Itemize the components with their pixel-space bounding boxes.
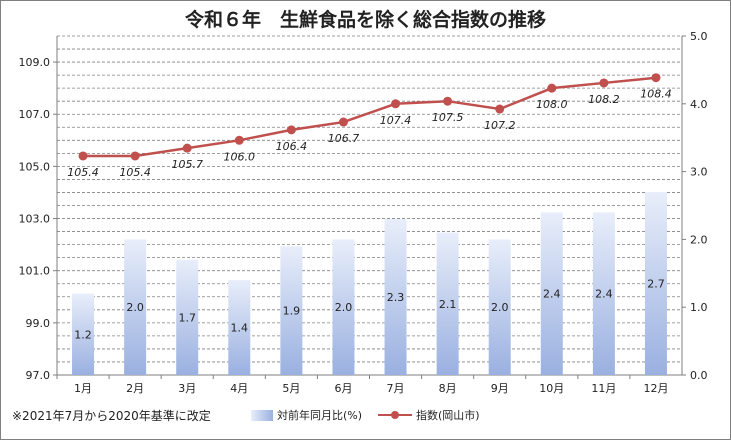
bar-data-label: 1.7 <box>178 311 196 324</box>
legend-line-label: 指数(岡山市) <box>416 407 480 423</box>
x-tick-label: 10月 <box>539 382 564 395</box>
index-data-label: 108.4 <box>640 88 672 101</box>
y-left-tick-label: 105.0 <box>19 160 51 173</box>
y-right-tick-label: 5.0 <box>690 30 708 43</box>
y-left-tick-label: 109.0 <box>19 56 51 69</box>
index-data-label: 107.2 <box>484 119 516 132</box>
bar-data-label: 2.3 <box>387 291 405 304</box>
y-left-tick-label: 103.0 <box>19 213 51 226</box>
index-line <box>83 78 656 156</box>
bar-data-label: 2.0 <box>126 301 144 314</box>
index-point <box>547 84 556 93</box>
x-tick-label: 4月 <box>230 382 248 395</box>
bar-data-label: 1.4 <box>231 322 249 335</box>
index-data-label: 107.5 <box>432 111 464 124</box>
bar-data-label: 2.7 <box>647 277 665 290</box>
x-tick-label: 8月 <box>439 382 457 395</box>
y-right-tick-label: 2.0 <box>690 233 708 246</box>
y-right-tick-label: 1.0 <box>690 301 708 314</box>
index-point <box>391 99 400 108</box>
index-data-label: 107.4 <box>380 114 412 127</box>
bar-data-label: 1.9 <box>283 305 301 318</box>
index-data-label: 106.0 <box>224 150 256 163</box>
index-data-label: 108.2 <box>588 93 620 106</box>
index-point <box>443 97 452 106</box>
index-data-label: 106.4 <box>276 140 308 153</box>
index-point <box>287 125 296 134</box>
index-point <box>79 151 88 160</box>
bar-data-label: 2.0 <box>335 301 353 314</box>
y-left-tick-label: 97.0 <box>26 369 51 382</box>
index-data-label: 108.0 <box>536 98 568 111</box>
y-right-tick-label: 0.0 <box>690 369 708 382</box>
x-tick-label: 6月 <box>334 382 352 395</box>
bar-data-label: 1.2 <box>74 328 92 341</box>
x-tick-label: 3月 <box>178 382 196 395</box>
legend-bar-label: 対前年同月比(%) <box>277 407 362 423</box>
y-left-tick-label: 101.0 <box>19 265 51 278</box>
x-tick-label: 1月 <box>74 382 92 395</box>
x-tick-label: 2月 <box>126 382 144 395</box>
x-tick-label: 12月 <box>643 382 668 395</box>
legend-line-swatch <box>378 410 412 420</box>
x-tick-label: 11月 <box>591 382 616 395</box>
legend-bar-swatch <box>251 410 273 421</box>
y-left-tick-label: 107.0 <box>19 108 51 121</box>
x-tick-label: 7月 <box>387 382 405 395</box>
index-point <box>235 136 244 145</box>
bar-data-label: 2.4 <box>595 288 613 301</box>
index-point <box>651 73 660 82</box>
legend-bar-entry: 対前年同月比(%) <box>251 407 362 423</box>
legend-line-entry: 指数(岡山市) <box>378 407 480 423</box>
index-data-label: 105.4 <box>119 166 151 179</box>
y-right-tick-label: 4.0 <box>690 98 708 111</box>
bar-data-label: 2.4 <box>543 288 561 301</box>
y-right-tick-label: 3.0 <box>690 166 708 179</box>
bar-data-label: 2.0 <box>491 301 509 314</box>
footnote: ※2021年7月から2020年基準に改定 <box>12 407 211 424</box>
index-data-label: 105.7 <box>171 158 203 171</box>
index-point <box>183 144 192 153</box>
bar-data-label: 2.1 <box>439 298 457 311</box>
y-left-tick-label: 99.0 <box>26 317 51 330</box>
index-data-label: 106.7 <box>328 132 360 145</box>
index-point <box>599 78 608 87</box>
index-data-label: 105.4 <box>67 166 99 179</box>
x-tick-label: 9月 <box>491 382 509 395</box>
index-point <box>131 151 140 160</box>
index-point <box>339 118 348 127</box>
index-point <box>495 105 504 114</box>
x-tick-label: 5月 <box>282 382 300 395</box>
